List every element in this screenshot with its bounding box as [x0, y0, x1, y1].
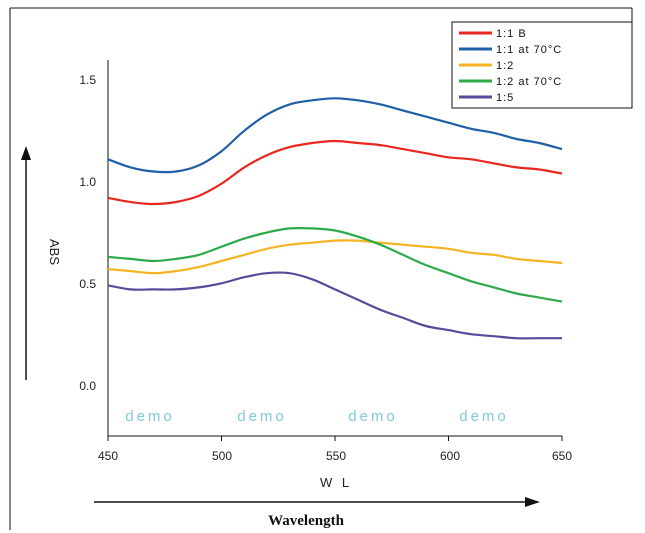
watermark-text: demo — [237, 408, 287, 425]
y-arrow-head — [21, 146, 31, 160]
series-line — [107, 271, 562, 340]
series-line — [107, 139, 563, 206]
legend: 1:1 B 1:1 at 70°C 1:2 1:2 at 70°C 1:5 — [451, 21, 633, 109]
series-group — [107, 97, 563, 340]
legend-label: 1:2 at 70°C — [496, 76, 562, 88]
x-axis-title: W L — [320, 475, 352, 490]
legend-label: 1:1 B — [496, 28, 527, 40]
caption: Wavelength — [268, 513, 344, 529]
y-tick-label: 0.0 — [79, 379, 96, 393]
x-arrow-head — [525, 497, 540, 507]
x-tick-label: 450 — [98, 449, 118, 463]
x-tick-label: 500 — [212, 449, 232, 463]
y-tick-label: 0.5 — [79, 277, 96, 291]
legend-items: 1:1 B 1:1 at 70°C 1:2 1:2 at 70°C 1:5 — [459, 28, 562, 104]
x-tick-label: 650 — [552, 449, 572, 463]
watermark-text: demo — [459, 408, 509, 425]
x-tick-label: 600 — [440, 449, 460, 463]
series-line — [107, 97, 563, 174]
x-ticks — [107, 436, 563, 441]
watermark-text: demo — [125, 408, 175, 425]
y-tick-label: 1.5 — [79, 73, 96, 87]
legend-label: 1:1 at 70°C — [496, 44, 562, 56]
watermark-text: demo — [348, 408, 398, 425]
legend-label: 1:2 — [496, 60, 514, 72]
series-line — [107, 226, 563, 303]
legend-label: 1:5 — [496, 92, 514, 104]
series-line — [107, 239, 563, 275]
x-tick-label: 550 — [326, 449, 346, 463]
y-axis-title: ABS — [47, 239, 62, 265]
y-tick-label: 1.0 — [79, 175, 96, 189]
